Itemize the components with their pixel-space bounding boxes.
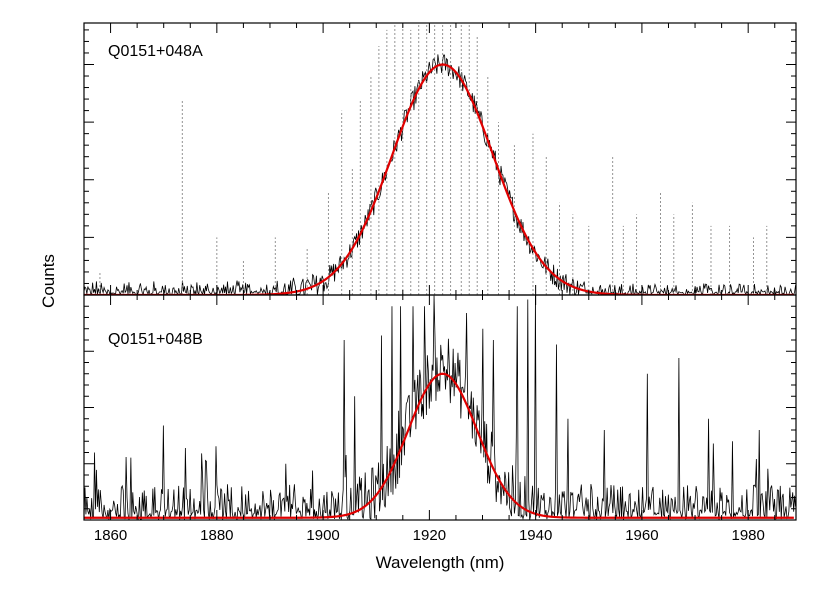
bottom-panel-frame: [83, 294, 797, 521]
bottom-panel-ticks: [83, 294, 796, 521]
x-axis-label: Wavelength (nm): [376, 553, 505, 572]
spectrum-line: [84, 295, 796, 520]
gaussian-fit-line: [84, 372, 794, 519]
x-tick-label: 1860: [94, 527, 127, 544]
panel-bottom: Q0151+048B: [83, 294, 797, 521]
panel-label-bottom: Q0151+048B: [108, 331, 203, 348]
top-plot-area: [84, 23, 796, 295]
x-tick-label: 1940: [519, 527, 552, 544]
x-tick-label: 1960: [625, 527, 658, 544]
x-tick-label: 1900: [306, 527, 339, 544]
top-panel-ticks: [83, 23, 796, 296]
x-tick-label: 1920: [413, 527, 446, 544]
x-tick-labels: 1860 1880 1900 1920 1940 1960 1980: [94, 527, 765, 544]
spectrum-line: [84, 54, 796, 295]
bottom-plot-area: [84, 295, 796, 520]
y-axis-label: Counts: [39, 254, 58, 308]
x-tick-label: 1980: [731, 527, 764, 544]
panel-label-top: Q0151+048A: [108, 43, 203, 60]
panel-top: Q0151+048A: [83, 22, 797, 296]
gaussian-fit-line: [84, 63, 794, 295]
x-tick-label: 1880: [200, 527, 233, 544]
